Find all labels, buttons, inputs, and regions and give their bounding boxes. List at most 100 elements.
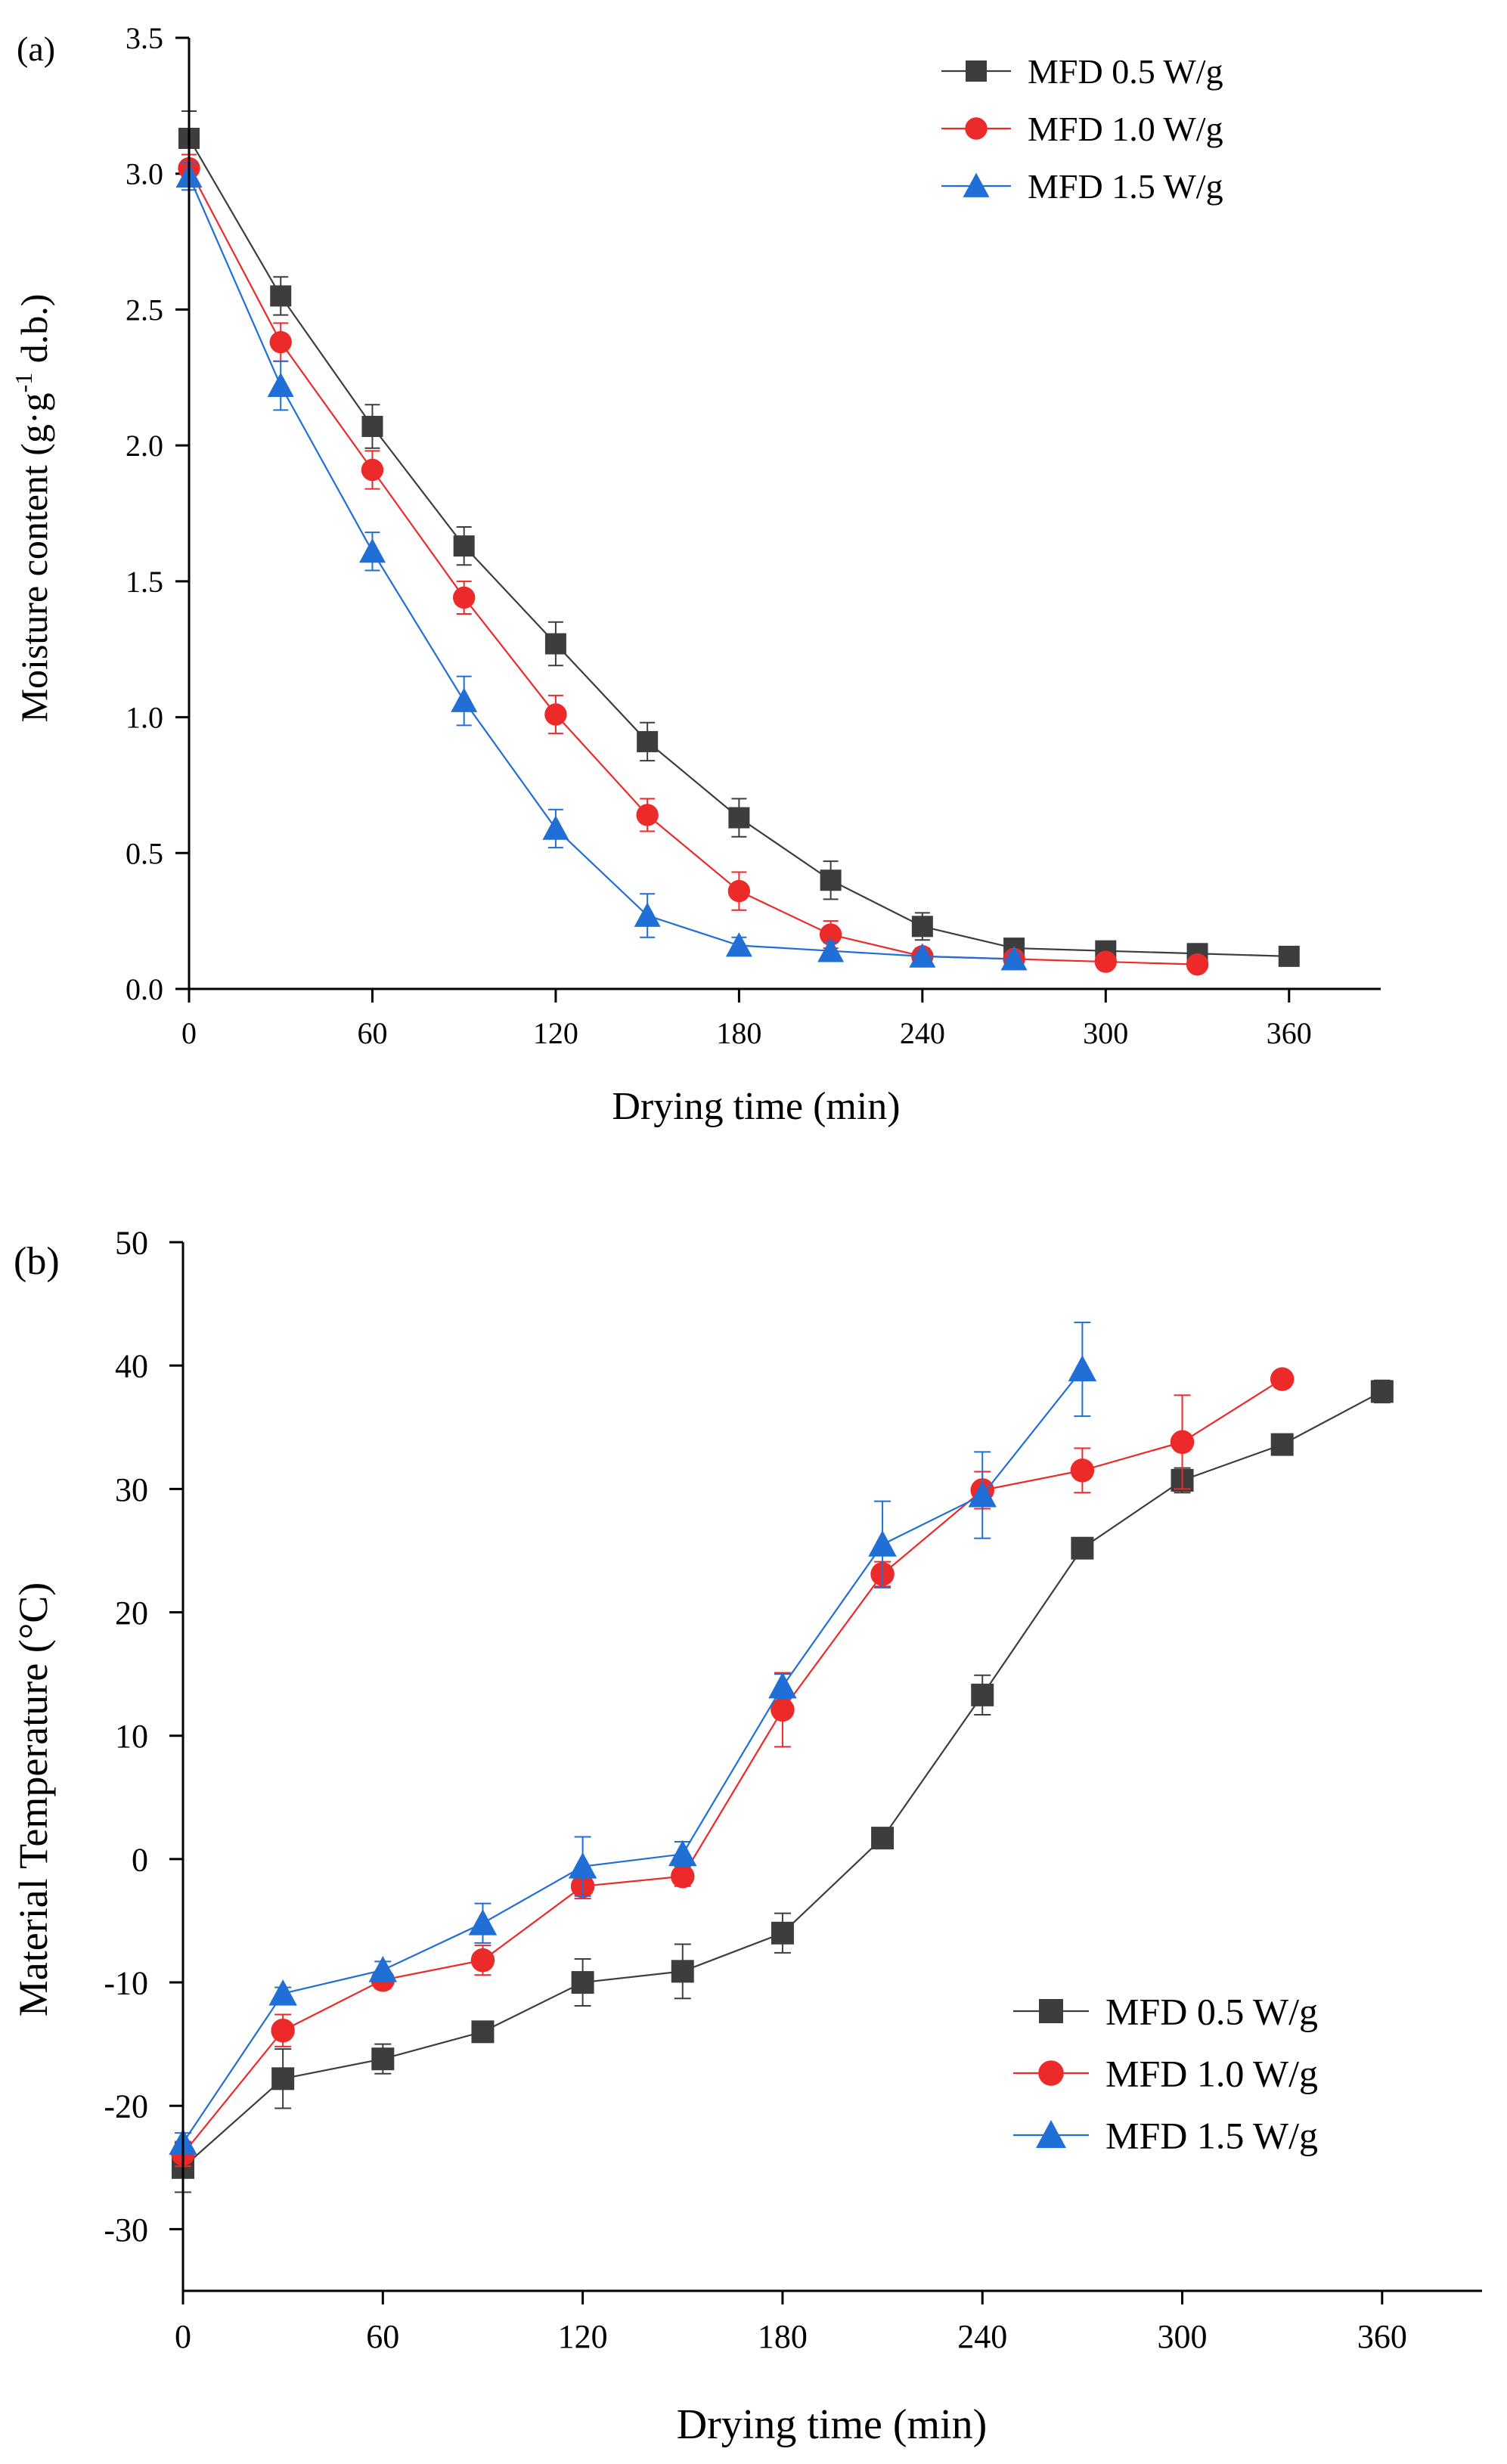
panel-a-series-2-line [188,175,1015,960]
panel-a-series-1-point [727,879,751,903]
panel-b-y-axis-label-main: Material Temperature (°C) [11,1582,56,2017]
panel-a-series-2-point [1000,945,1028,971]
panel-b-x-tick-label: 300 [1158,2318,1208,2355]
panel-a-series-1-point [1186,953,1209,976]
panel-a-y-tick-label: 0.5 [126,836,163,870]
panel-b-series-0-point [1270,1433,1294,1456]
panel-b-y-tick-label: 20 [115,1595,148,1632]
panel-a-series-0-point [361,415,383,437]
panel-a-series-0-point [820,869,842,891]
panel-b-series-0-point [1071,1536,1094,1560]
panel-b-temperature-chart: (b) Material Temperature (°C) Drying tim… [11,1224,1482,2448]
panel-b-series-1-point [271,2018,295,2043]
panel-a-series-0-point [453,535,475,557]
panel-a-legend-label: MFD 1.5 W/g [1028,167,1223,206]
panel-a-y-tick-label: 2.5 [126,293,163,327]
panel-a-legend-entry-0: MFD 0.5 W/g [941,52,1223,91]
panel-b-legend: MFD 0.5 W/g MFD 1.0 W/g MFD 1.5 W/g [1013,1991,1318,2157]
panel-a-x-tick-label: 120 [533,1016,578,1050]
panel-b-series-2 [169,1322,1097,2156]
panel-a-x-tick-label: 60 [357,1016,387,1050]
panel-b-y-tick-label: 50 [115,1224,148,1261]
panel-b-series-0-point [971,1683,994,1706]
panel-a-y-tick-label: 1.0 [126,701,163,735]
panel-b-series-2-line [182,1368,1084,2143]
panel-b-y-tick-label: -20 [104,2088,148,2125]
panel-b-legend-label: MFD 1.0 W/g [1105,2053,1318,2095]
panel-b-series-2-point [968,1480,997,1508]
panel-a-y-axis-label: Moisture content (g·g-1 d.b.) [10,294,55,723]
panel-b-y-tick-label: 40 [115,1348,148,1385]
panel-a-series-0-point [270,285,292,307]
panel-b-x-tick-label: 0 [175,2318,191,2355]
panel-b-legend-entry-0: MFD 0.5 W/g [1013,1991,1318,2033]
panel-a-x-axis-label: Drying time (min) [612,1085,900,1128]
panel-b-series-2-point [568,1852,597,1879]
panel-a-series [175,110,1300,976]
panel-b-series-0-point [471,2020,495,2044]
panel-b-x-axis-label: Drying time (min) [677,2401,988,2448]
panel-b-series-2-point [268,1979,297,2006]
panel-b-series-0 [172,1379,1394,2193]
panel-a-series-2-point [634,902,661,927]
panel-a-y-tick-label: 1.5 [126,565,163,599]
panel-b-series-2-point [368,1955,398,1982]
panel-a-y-axis-label-tail: d.b.) [13,294,55,373]
panel-b-legend-entry-2: MFD 1.5 W/g [1013,2115,1318,2157]
panel-a-series-1-point [269,330,292,354]
panel-a-series-0-point [544,633,566,655]
panel-a-series-2-point [267,372,294,397]
panel-b-legend-entry-1: MFD 1.0 W/g [1013,2053,1318,2095]
panel-b-y-tick-label: -30 [104,2211,148,2249]
panel-b-series-0-point [271,2067,295,2091]
panel-b-legend-label: MFD 0.5 W/g [1105,1991,1318,2033]
panel-a-legend-entry-2: MFD 1.5 W/g [941,167,1223,206]
panel-a-series-0-point [911,916,933,938]
panel-a-legend-entry-1: MFD 1.0 W/g [941,110,1223,148]
panel-a-series-1 [178,153,1209,976]
panel-b-y-tick-label: 0 [132,1841,148,1878]
panel-b-series-2-point [1068,1355,1097,1382]
panel-b-series-1-point [1270,1367,1295,1391]
panel-a-legend-marker [966,60,987,82]
panel-b-series-0-point [1370,1380,1394,1403]
panel-a-series-1-point [819,923,842,946]
panel-a-series-2-point [725,931,752,957]
panel-b-series [169,1322,1394,2193]
panel-b-y-axis-label: Material Temperature (°C) [11,1582,56,2017]
panel-b-series-0-point [771,1921,794,1945]
panel-a-series-1-point [1094,950,1118,973]
panel-b-x-tick-label: 60 [366,2318,399,2355]
panel-a-series-1-point [544,703,567,726]
panel-a-legend-label: MFD 0.5 W/g [1028,52,1223,91]
panel-a-y-axis-label-main: Moisture content (g·g [13,392,55,722]
panel-a-y-tick-label: 3.5 [126,21,163,55]
panel-a-series-1-point [361,458,384,482]
panel-a-x-tick-label: 300 [1083,1016,1128,1050]
panel-b-series-1-point [1170,1430,1195,1455]
panel-b-label: (b) [14,1240,60,1283]
panel-b-series-0-point [571,1971,594,1994]
panel-b-ticks: 0 60 120 180 240 300 360 -30 -20 -10 0 10 20 30 40 50 [104,1224,1407,2355]
panel-a-series-0-point [728,807,750,829]
panel-a-axes [188,38,1381,990]
panel-a-y-tick-label: 3.0 [126,157,163,191]
panel-b-series-2-point [668,1839,697,1867]
panel-b-series-1-point [671,1864,695,1889]
panel-a-ticks: 0 60 120 180 240 300 360 0.0 0.5 1.0 1.5 2.0 2.5 3.0 3… [126,21,1312,1050]
panel-b-series-0-point [871,1827,895,1850]
panel-a-moisture-chart: (a) Moisture content (g·g-1 d.b.) Drying… [10,21,1381,1128]
panel-a-x-tick-label: 180 [716,1016,761,1050]
panel-a-y-tick-label: 0.0 [126,972,163,1006]
panel-a-series-2-point [451,687,478,712]
panel-b-x-tick-label: 120 [558,2318,608,2355]
panel-a-legend-label: MFD 1.0 W/g [1028,110,1223,148]
panel-b-series-1-point [1070,1458,1095,1483]
panel-a-series-0-point [637,730,659,752]
panel-a-series-2-point [358,538,386,563]
panel-b-y-tick-label: 10 [115,1718,148,1755]
panel-b-series-1-point [771,1697,795,1722]
panel-a-y-axis-label-sup: -1 [10,373,37,393]
panel-a-series-1-point [452,586,476,609]
